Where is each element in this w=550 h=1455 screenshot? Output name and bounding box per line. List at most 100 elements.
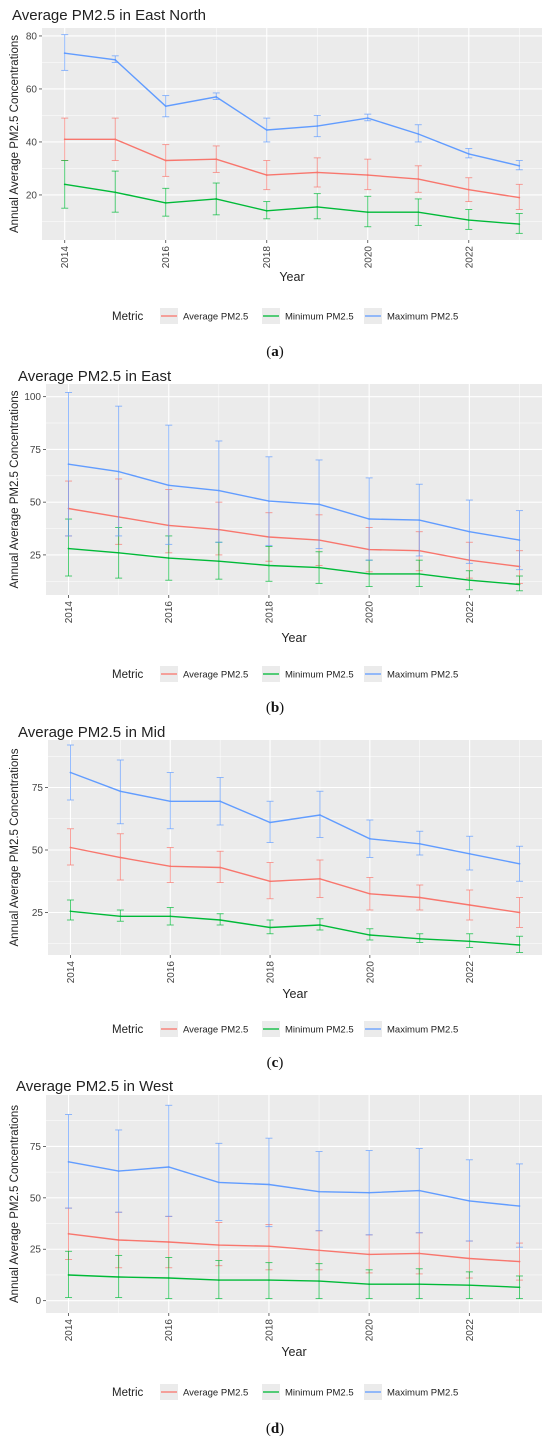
- data-point: [215, 198, 218, 200]
- data-point: [67, 547, 70, 550]
- plot-panel: [46, 384, 542, 595]
- series-line-maximum: [68, 463, 520, 541]
- data-point: [117, 551, 120, 554]
- data-point: [468, 1257, 471, 1260]
- data-point: [368, 934, 371, 936]
- data-point: [318, 503, 320, 506]
- y-axis-title: Annual Average PM2.5 Concentrations: [9, 390, 21, 588]
- x-axis-title: Year: [282, 987, 307, 1001]
- y-tick-label: 50: [30, 498, 42, 509]
- x-tick-label: 2016: [164, 601, 175, 624]
- chart-title: Average PM2.5 in Mid: [18, 724, 165, 741]
- chart-d: Average PM2.5 in West 0 25 50 75 2014 2016 2018…: [9, 1078, 542, 1437]
- data-point: [169, 865, 172, 868]
- data-point: [418, 519, 421, 521]
- data-point: [269, 880, 271, 883]
- data-point: [368, 518, 371, 520]
- caption-close: ): [278, 1055, 283, 1071]
- data-point: [417, 211, 420, 214]
- data-point: [217, 489, 220, 492]
- data-point: [215, 158, 218, 161]
- x-tick-label: 2014: [64, 1319, 75, 1342]
- data-point: [219, 919, 222, 921]
- data-point: [167, 484, 170, 487]
- series-maximum: [66, 744, 524, 882]
- data-point: [119, 790, 122, 793]
- legend-label-minimum: Minimum PM2.5: [285, 1025, 354, 1036]
- data-point: [63, 52, 66, 55]
- series-line-average: [70, 846, 520, 914]
- data-point: [518, 164, 521, 167]
- legend-title: Metric: [112, 1387, 144, 1399]
- caption-open: (: [267, 1055, 272, 1071]
- data-point: [164, 159, 167, 162]
- data-point: [518, 911, 521, 914]
- series-average: [66, 828, 524, 928]
- x-axis-title: Year: [281, 631, 306, 645]
- data-point: [418, 573, 421, 575]
- legend-label-maximum: Maximum PM2.5: [387, 1025, 458, 1036]
- legend-label-average: Average PM2.5: [183, 1025, 248, 1036]
- panel-caption: (c): [267, 1055, 284, 1071]
- legend: Metric Average PM2.5 Minimum PM2.5 Maximum …: [112, 308, 458, 324]
- chart-title: Average PM2.5 in East: [18, 368, 172, 385]
- data-point: [368, 1191, 371, 1194]
- data-point: [318, 1280, 320, 1283]
- data-point: [268, 500, 270, 503]
- data-point: [119, 915, 122, 918]
- y-tick-label: 80: [26, 31, 38, 42]
- data-point: [318, 1190, 320, 1193]
- data-point: [69, 846, 72, 849]
- legend-label-average: Average PM2.5: [183, 670, 248, 681]
- data-point: [366, 117, 369, 119]
- legend: Metric Average PM2.5 Minimum PM2.5 Maximum …: [112, 1021, 458, 1037]
- data-point: [418, 937, 421, 940]
- legend: Metric Average PM2.5 Minimum PM2.5 Maximum …: [112, 1384, 458, 1400]
- caption-close: ): [279, 1421, 284, 1437]
- y-tick-label: 75: [30, 1142, 42, 1153]
- series-minimum: [66, 899, 524, 953]
- legend: Metric Average PM2.5 Minimum PM2.5 Maximum …: [112, 666, 458, 682]
- data-point: [368, 892, 371, 895]
- series-line-maximum: [64, 52, 520, 167]
- y-tick-label: 20: [26, 190, 38, 201]
- y-tick-label: 40: [26, 137, 38, 148]
- data-point: [265, 209, 268, 212]
- panel-caption: (b): [266, 700, 284, 716]
- panel-caption: (a): [266, 344, 284, 360]
- data-point: [265, 129, 268, 131]
- data-point: [217, 560, 220, 563]
- caption-close: ): [279, 700, 284, 716]
- data-point: [67, 463, 70, 466]
- y-tick-label: 75: [30, 445, 42, 456]
- data-point: [268, 1245, 270, 1248]
- data-point: [169, 915, 172, 918]
- data-point: [468, 940, 471, 943]
- caption-letter: d: [271, 1421, 280, 1437]
- data-point: [114, 191, 117, 194]
- x-tick-label: 2018: [264, 1319, 275, 1342]
- data-point: [63, 138, 66, 141]
- data-point: [269, 821, 271, 824]
- caption-letter: a: [271, 344, 279, 360]
- data-point: [318, 566, 320, 569]
- series-line-minimum: [64, 183, 520, 225]
- chart-a: Average PM2.5 in East North 20 40 60 80 2014 2…: [9, 7, 542, 360]
- data-point: [164, 202, 167, 204]
- data-point: [518, 862, 521, 865]
- data-point: [265, 174, 268, 176]
- series-minimum: [61, 160, 523, 234]
- data-point: [318, 1249, 320, 1252]
- data-point: [119, 856, 122, 859]
- data-point: [217, 1279, 220, 1281]
- data-point: [169, 800, 172, 803]
- caption-letter: b: [271, 700, 279, 716]
- data-point: [67, 1274, 70, 1276]
- x-tick-label: 2018: [266, 961, 277, 984]
- data-point: [114, 138, 117, 141]
- data-point: [117, 1276, 120, 1278]
- data-point: [316, 171, 319, 174]
- data-point: [468, 852, 471, 855]
- x-axis-title: Year: [281, 1345, 306, 1359]
